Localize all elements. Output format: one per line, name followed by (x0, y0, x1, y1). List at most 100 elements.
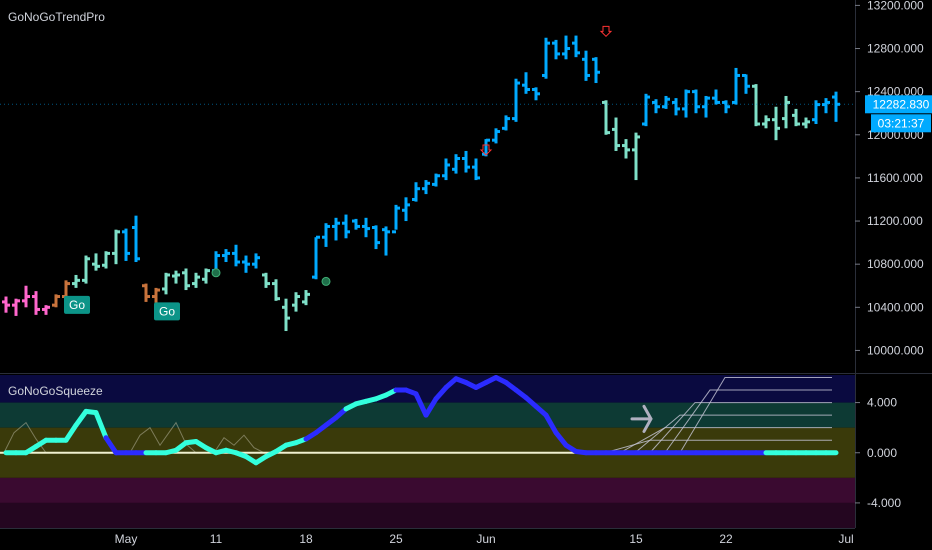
countdown-tag (871, 114, 931, 133)
price-bar (352, 218, 360, 230)
price-bar (682, 89, 690, 118)
price-bar (412, 182, 420, 202)
squeeze-axis-label: -4.000 (867, 496, 901, 510)
price-axis-label: 12800.000 (867, 42, 924, 56)
price-bar (42, 305, 50, 315)
go-label-box (64, 295, 90, 314)
time-axis-label: 15 (629, 532, 643, 546)
right-arrow-icon (630, 404, 653, 433)
price-pane[interactable]: Go Go (2, 25, 840, 332)
price-bar (382, 226, 390, 256)
price-bar (112, 229, 120, 265)
price-bar (262, 272, 270, 288)
price-bar (542, 37, 550, 79)
price-bar (102, 251, 110, 269)
countertrend-circle (321, 276, 331, 286)
squeeze-band (0, 375, 855, 403)
price-bar (172, 270, 180, 284)
price-bar (582, 50, 590, 81)
price-bar (22, 285, 30, 308)
price-axis-label: 10800.000 (867, 257, 924, 271)
price-bar (72, 274, 80, 288)
price-bar (182, 268, 190, 291)
price-bar (192, 272, 200, 288)
go-label: Go (64, 295, 90, 314)
time-axis-label: 22 (719, 532, 733, 546)
price-bar (292, 292, 300, 312)
price-bar (2, 296, 10, 313)
price-bar (792, 108, 800, 127)
squeeze-line-segment (413, 391, 429, 418)
price-axis-label: 11600.000 (867, 171, 923, 185)
squeeze-fan-line (679, 377, 832, 454)
squeeze-line-segment (93, 410, 109, 441)
price-bar (272, 279, 280, 301)
price-axis-label: 13200.000 (867, 0, 924, 12)
squeeze-pane[interactable] (0, 375, 855, 528)
price-bar (452, 154, 460, 174)
price-bar (622, 139, 630, 159)
price-bar (362, 217, 370, 238)
price-bar (772, 106, 780, 141)
price-bar (692, 89, 700, 114)
price-bar (662, 95, 670, 109)
price-bar (562, 35, 570, 60)
price-bar (52, 294, 60, 308)
price-bar (92, 253, 100, 271)
price-bar (502, 115, 510, 131)
price-bar (712, 89, 720, 105)
price-bar (632, 132, 640, 181)
price-bar (332, 217, 340, 241)
squeeze-ghost-line (3, 421, 265, 454)
down-arrow-icon (479, 144, 493, 156)
price-bar (832, 91, 840, 122)
price-bar (462, 150, 470, 173)
squeeze-band (0, 477, 855, 503)
squeeze-line-segment (423, 396, 439, 418)
price-bar (252, 253, 260, 269)
squeeze-band (0, 502, 855, 528)
squeeze-line-segment (103, 435, 119, 456)
squeeze-axis-label: 0.000 (867, 446, 897, 460)
price-bar (512, 78, 520, 122)
price-bar (722, 100, 730, 114)
countdown-value: 03:21:37 (878, 116, 925, 130)
squeeze-line-segment (433, 385, 449, 402)
price-bar (762, 115, 770, 129)
price-bar (142, 283, 150, 302)
last-price-tag (865, 95, 932, 114)
countertrend-circle (211, 268, 221, 278)
price-bar (242, 255, 250, 273)
go-label-text: Go (69, 298, 85, 312)
price-bar (612, 117, 620, 151)
price-bar (392, 204, 400, 234)
price-bar (312, 235, 320, 280)
price-bar (672, 98, 680, 116)
price-axis-label: 10400.000 (867, 300, 924, 314)
go-label: Go (154, 302, 180, 321)
time-axis-label: Jul (838, 532, 853, 546)
price-bar (472, 158, 480, 181)
price-bar (442, 158, 450, 181)
go-label-text: Go (159, 304, 175, 318)
price-bar (372, 225, 380, 250)
price-bar (532, 87, 540, 101)
price-bar (782, 95, 790, 129)
price-bar (732, 67, 740, 105)
price-bar (32, 291, 40, 315)
time-axis-label: 11 (210, 532, 223, 546)
price-bar (162, 272, 170, 295)
price-axis-label: 11200.000 (867, 214, 923, 228)
squeeze-indicator-title: GoNoGoSqueeze (8, 384, 103, 398)
trend-indicator-title: GoNoGoTrendPro (8, 10, 105, 24)
squeeze-fan-line (634, 414, 832, 454)
price-bar (402, 197, 410, 222)
go-label-box (154, 302, 180, 321)
price-bar (642, 93, 650, 127)
price-bar (752, 84, 760, 127)
last-price-value: 12282.830 (873, 97, 930, 111)
price-bar (602, 100, 610, 135)
price-bar (702, 95, 710, 118)
